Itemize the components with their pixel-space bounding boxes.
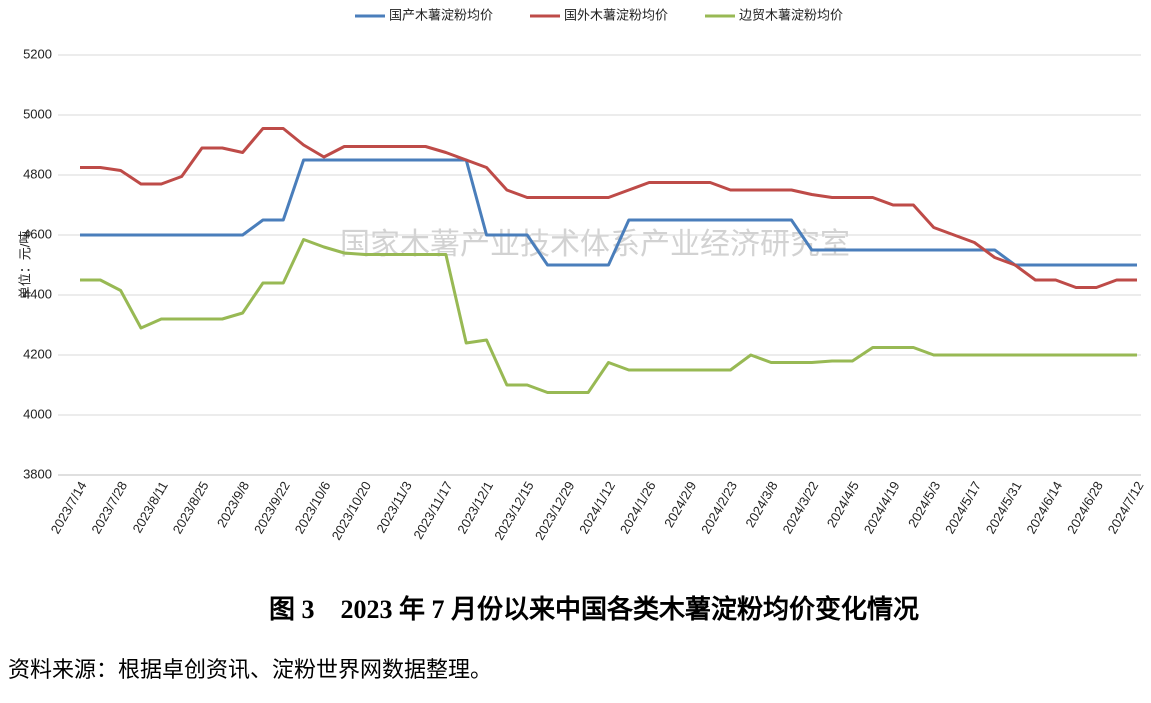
x-tick-label: 2023/12/29	[532, 479, 578, 543]
x-tick-label: 2024/4/19	[861, 479, 903, 537]
x-tick-label: 2024/7/12	[1105, 479, 1147, 537]
x-tick-label: 2023/9/8	[214, 479, 252, 530]
x-tick-label: 2023/12/15	[491, 479, 537, 543]
x-tick-label: 2024/2/9	[661, 479, 699, 530]
x-tick-label: 2023/9/22	[251, 479, 293, 537]
y-tick-label: 5200	[23, 46, 52, 61]
x-tick-label: 2023/8/25	[170, 479, 212, 537]
x-tick-label: 2024/2/23	[698, 479, 740, 537]
x-tick-label: 2023/7/28	[88, 479, 130, 537]
x-tick-label: 2024/5/17	[942, 479, 984, 537]
caption: 图 3 2023 年 7 月份以来中国各类木薯淀粉均价变化情况	[269, 594, 919, 624]
series-line	[80, 238, 1137, 394]
y-tick-label: 5000	[23, 106, 52, 121]
source: 资料来源：根据卓创资讯、淀粉世界网数据整理。	[8, 657, 492, 682]
x-tick-label: 2024/1/12	[576, 479, 618, 537]
x-tick-label: 2023/10/6	[292, 479, 334, 537]
y-tick-label: 4000	[23, 406, 52, 421]
x-tick-label: 2024/5/31	[983, 479, 1025, 537]
y-tick-label: 4200	[23, 346, 52, 361]
x-tick-label: 2024/1/26	[617, 479, 659, 537]
x-tick-label: 2023/12/1	[454, 479, 496, 537]
series-line	[80, 127, 1137, 289]
x-tick-label: 2024/6/28	[1064, 479, 1106, 537]
x-tick-label: 2023/10/20	[329, 479, 375, 543]
y-tick-label: 4400	[23, 286, 52, 301]
x-tick-label: 2024/5/3	[905, 479, 943, 530]
legend-label: 边贸木薯淀粉均价	[739, 7, 843, 22]
x-tick-label: 2023/11/17	[410, 479, 455, 542]
series-line	[80, 158, 1137, 267]
y-tick-label: 4600	[23, 226, 52, 241]
y-tick-label: 4800	[23, 166, 52, 181]
y-tick-label: 3800	[23, 466, 52, 481]
x-tick-label: 2024/4/5	[824, 479, 862, 530]
x-tick-label: 2024/3/8	[742, 479, 780, 530]
x-tick-label: 2024/6/14	[1023, 479, 1065, 537]
x-tick-label: 2023/11/3	[373, 479, 414, 536]
legend-label: 国外木薯淀粉均价	[564, 7, 668, 22]
y-axis-label: 单位：元/吨	[17, 231, 32, 300]
x-tick-label: 2024/3/22	[779, 479, 821, 537]
x-tick-label: 2023/8/11	[129, 479, 170, 536]
x-tick-label: 2023/7/14	[48, 479, 90, 537]
legend-label: 国产木薯淀粉均价	[389, 7, 493, 22]
